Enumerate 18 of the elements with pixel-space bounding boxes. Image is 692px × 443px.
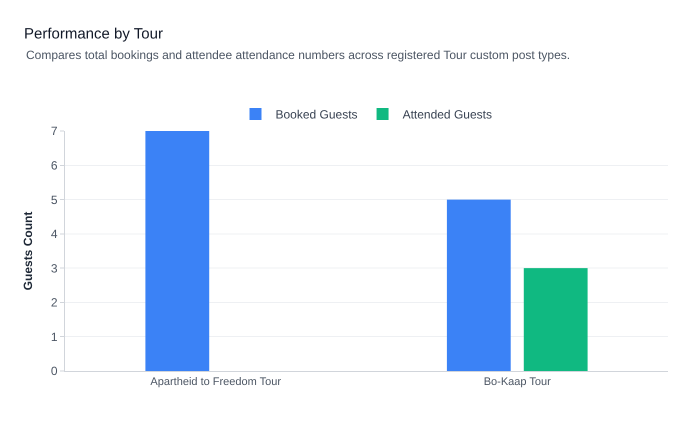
y-tick-label: 6 xyxy=(50,158,58,172)
y-tick-label: 3 xyxy=(50,261,58,276)
x-tick-label: Bo-Kaap Tour xyxy=(484,376,552,388)
y-axis-title: Guests Count xyxy=(21,212,36,290)
y-tick-label: 0 xyxy=(50,364,58,378)
y-tick-label: 5 xyxy=(50,192,58,207)
chart-title: Performance by Tour xyxy=(24,25,163,42)
legend-label: Attended Guests xyxy=(402,108,492,122)
bar xyxy=(446,200,511,371)
y-tick-label: 1 xyxy=(50,330,58,344)
y-tick-label: 2 xyxy=(50,296,58,310)
bar xyxy=(145,131,210,371)
chart-subtitle: Compares total bookings and attendee attendance numbers across registered Tour custom post types. xyxy=(26,48,570,62)
y-tick-label: 7 xyxy=(50,124,58,138)
bar xyxy=(524,268,588,371)
y-tick-label: 4 xyxy=(50,227,58,242)
legend-label: Booked Guests xyxy=(276,108,358,122)
x-tick-label: Apartheid to Freedom Tour xyxy=(150,376,282,388)
